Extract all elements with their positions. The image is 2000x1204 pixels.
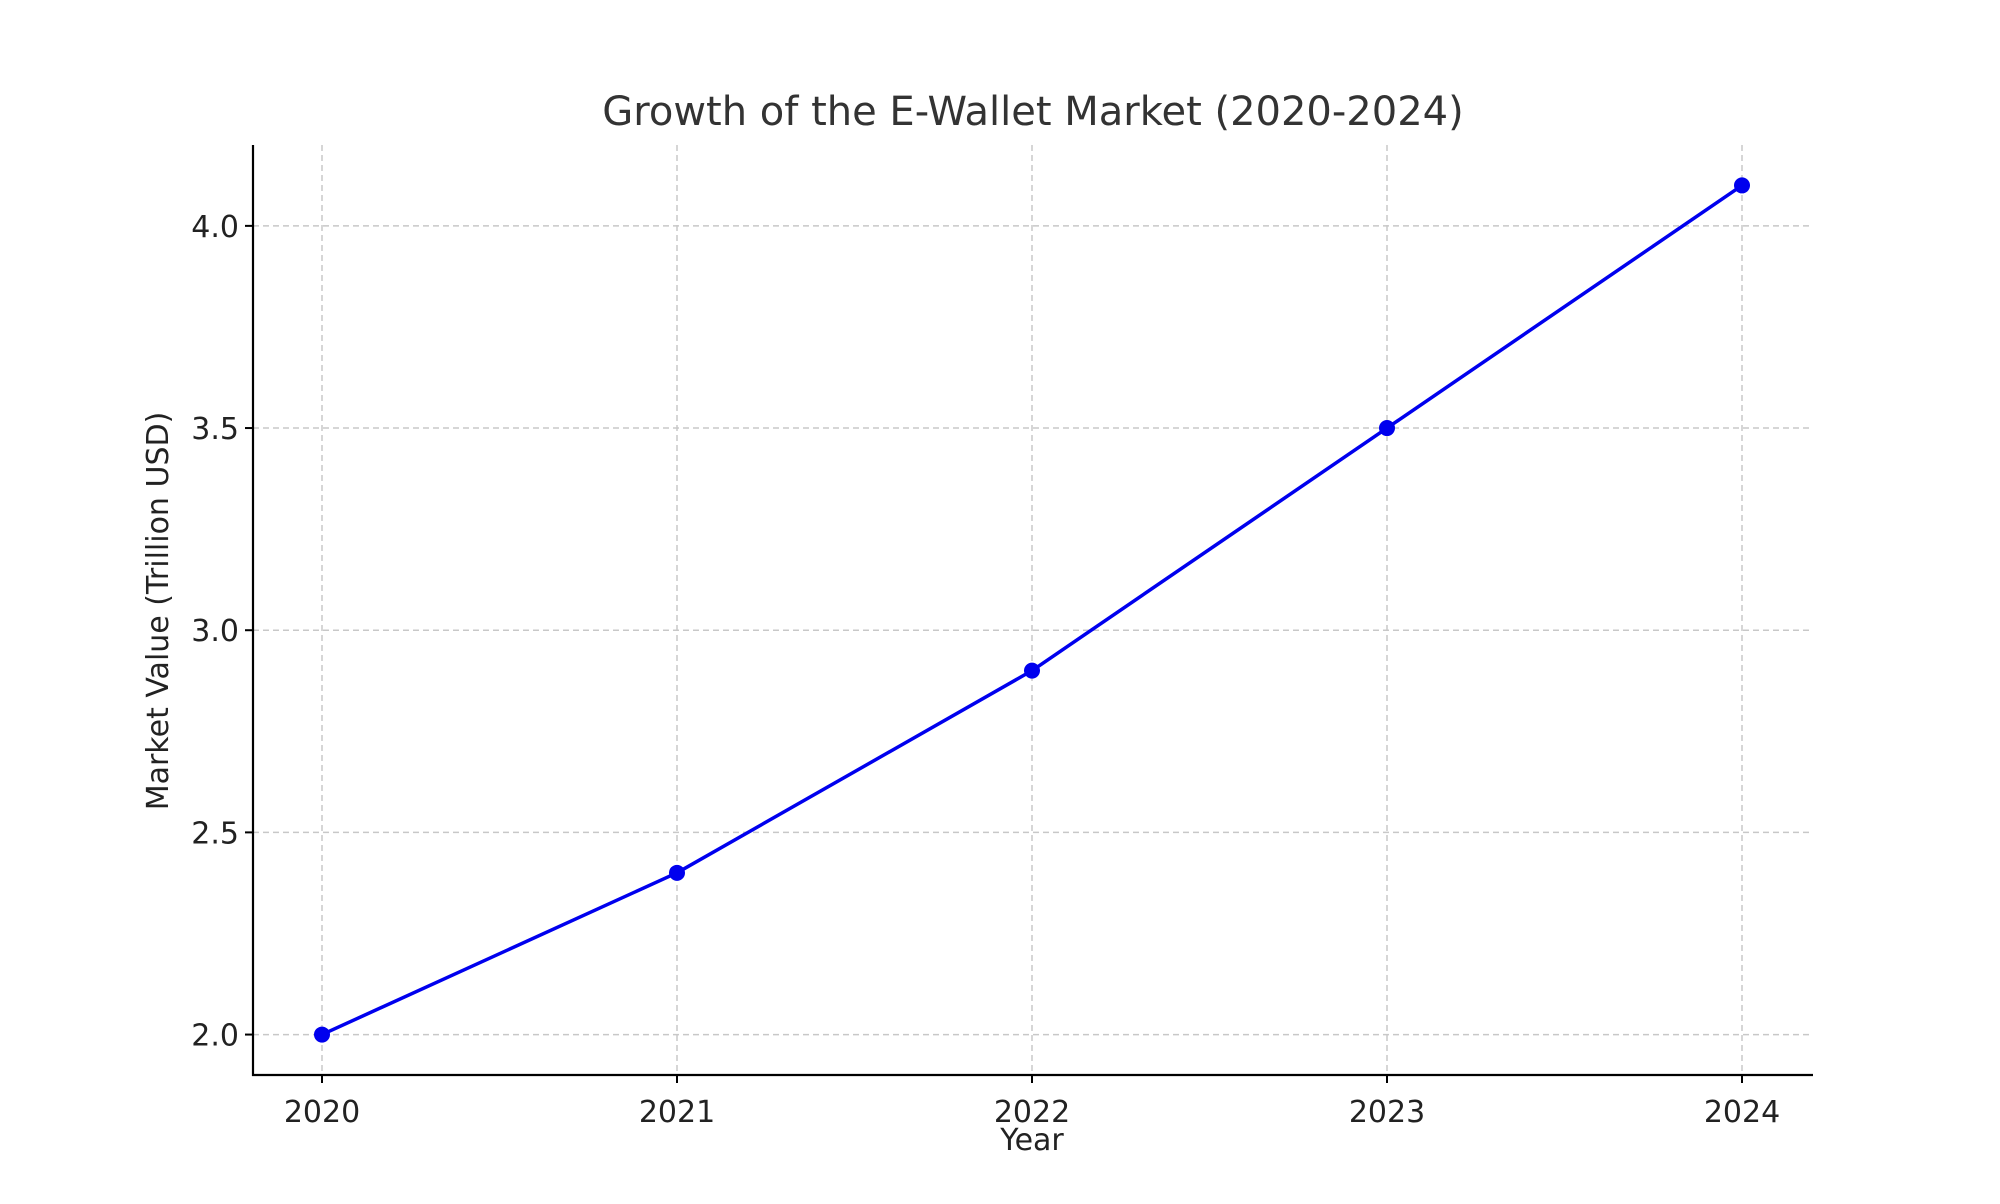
x-tick-label: 2023 bbox=[1349, 1095, 1425, 1130]
data-point bbox=[1734, 177, 1750, 194]
tick-labels: 2020 2021 2022 2023 2024 2.0 2.5 3.0 3.5 4.0 bbox=[191, 210, 1780, 1130]
y-tick-label: 2.5 bbox=[191, 816, 239, 851]
axes bbox=[245, 145, 1813, 1083]
x-tick-label: 2024 bbox=[1704, 1095, 1780, 1130]
x-axis-label: Year bbox=[999, 1123, 1064, 1158]
x-tick-label: 2022 bbox=[994, 1095, 1070, 1130]
data-point bbox=[1379, 420, 1395, 437]
data-point bbox=[314, 1026, 330, 1043]
y-tick-label: 3.5 bbox=[191, 412, 239, 447]
data-point bbox=[669, 864, 685, 881]
y-axis-label: Market Value (Trillion USD) bbox=[141, 412, 176, 811]
series-layer bbox=[314, 177, 1750, 1043]
chart-title: Growth of the E-Wallet Market (2020-2024… bbox=[602, 89, 1463, 135]
x-tick-label: 2020 bbox=[284, 1095, 360, 1130]
y-tick-label: 4.0 bbox=[191, 210, 239, 245]
grid-lines bbox=[253, 145, 1813, 1075]
data-point bbox=[1024, 662, 1040, 679]
y-tick-label: 3.0 bbox=[191, 614, 239, 649]
x-tick-label: 2021 bbox=[639, 1095, 715, 1130]
y-tick-label: 2.0 bbox=[191, 1019, 239, 1054]
